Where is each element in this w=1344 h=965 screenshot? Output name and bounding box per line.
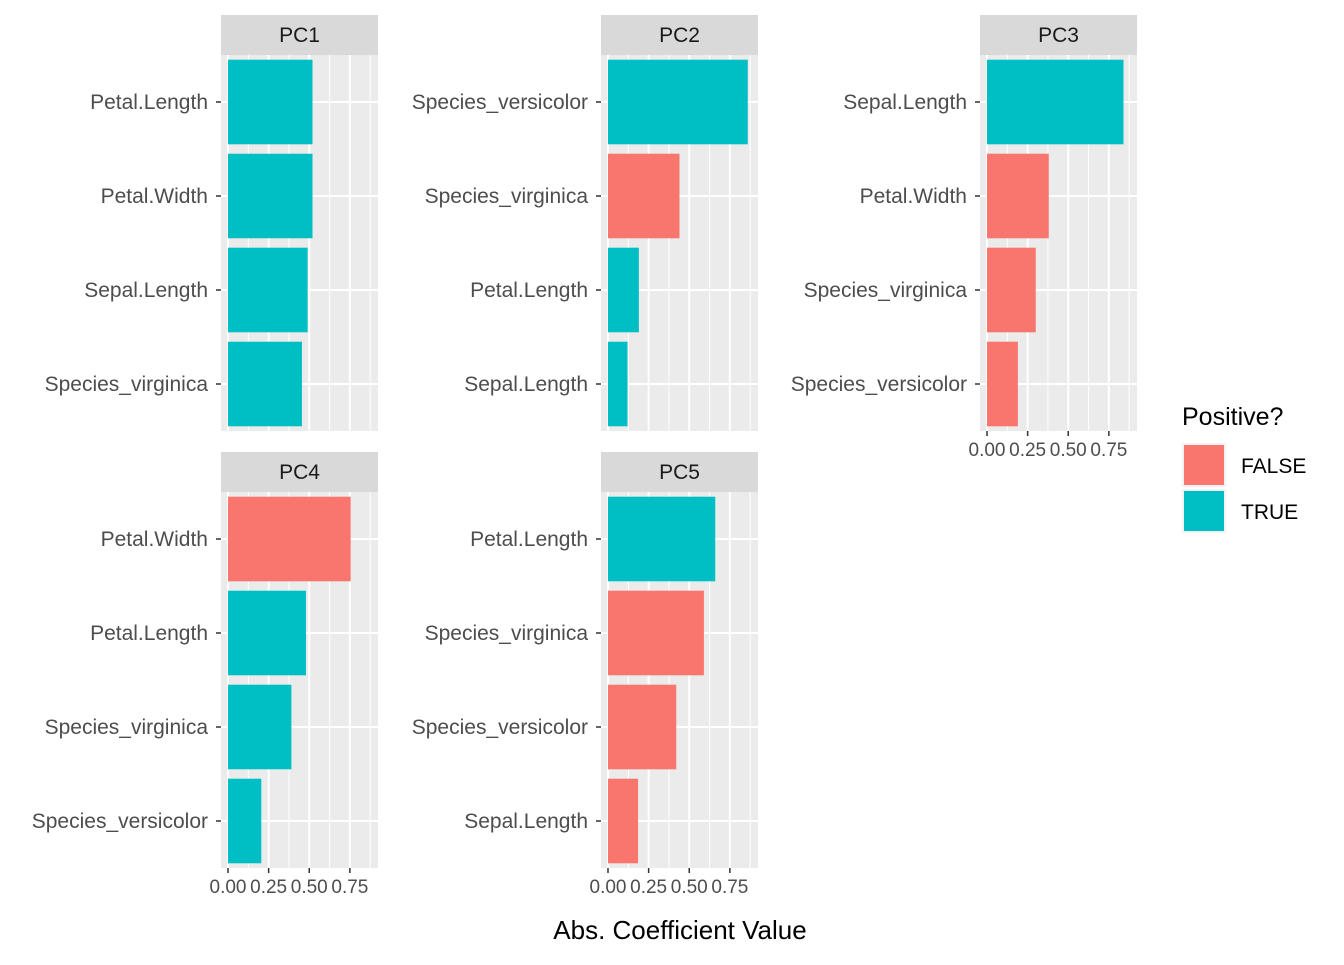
category-label: Species_virginica (804, 279, 968, 302)
x-axis-title: Abs. Coefficient Value (553, 915, 806, 945)
category-label: Species_versicolor (412, 716, 588, 739)
bar (608, 496, 716, 582)
x-tick-label: 0.25 (250, 877, 287, 898)
bar (228, 59, 313, 145)
x-tick-label: 0.50 (291, 877, 328, 898)
legend-label: TRUE (1241, 501, 1298, 524)
legend-key (1184, 491, 1224, 531)
legend-key (1184, 445, 1224, 485)
bar (608, 590, 704, 676)
category-label: Species_virginica (45, 716, 209, 739)
bar (987, 247, 1036, 333)
bar (228, 684, 292, 770)
panel-title: PC4 (279, 461, 320, 484)
panel-pc3: PC3 Sepal.Length Petal.Width Species_virgin… (791, 15, 1137, 461)
category-label: Species_versicolor (32, 810, 208, 833)
panel-strip (221, 15, 378, 55)
bar (228, 153, 313, 239)
category-label: Petal.Length (90, 91, 208, 114)
bar (608, 341, 628, 427)
bar (228, 247, 308, 333)
x-tick-label: 0.00 (590, 877, 627, 898)
x-tick-label: 0.25 (1009, 440, 1046, 461)
x-tick-label: 0.50 (671, 877, 708, 898)
category-label: Petal.Length (470, 279, 588, 302)
panels-layer: PC1 Petal.Length Petal.Width Sepal.Length Sp… (32, 15, 1137, 898)
x-tick-label: 0.75 (331, 877, 368, 898)
category-label: Sepal.Length (464, 810, 588, 833)
category-label: Sepal.Length (84, 279, 208, 302)
bar (987, 153, 1049, 239)
panel-pc2: PC2 Species_versicolor Species_virginica Pe… (412, 15, 758, 431)
bar (608, 153, 680, 239)
bar (228, 496, 351, 582)
category-label: Petal.Width (860, 185, 967, 208)
x-tick-label: 0.75 (1090, 440, 1127, 461)
panel-title: PC5 (659, 461, 700, 484)
x-tick-label: 0.00 (210, 877, 247, 898)
panel-title: PC2 (659, 24, 700, 47)
bar (608, 778, 639, 864)
bar (608, 59, 748, 145)
category-label: Species_virginica (45, 373, 209, 396)
panel-strip (601, 15, 758, 55)
category-label: Petal.Width (101, 528, 208, 551)
legend-label: FALSE (1241, 455, 1306, 478)
panel-pc1: PC1 Petal.Length Petal.Width Sepal.Length Sp… (45, 15, 378, 431)
category-label: Petal.Length (90, 622, 208, 645)
bar (228, 778, 262, 864)
category-label: Species_versicolor (412, 91, 588, 114)
x-tick-label: 0.00 (969, 440, 1006, 461)
bar (987, 341, 1018, 427)
bar (608, 684, 677, 770)
panel-title: PC3 (1038, 24, 1079, 47)
legend-title: Positive? (1182, 403, 1283, 431)
category-label: Petal.Length (470, 528, 588, 551)
x-tick-label: 0.75 (711, 877, 748, 898)
category-label: Petal.Width (101, 185, 208, 208)
panel-title: PC1 (279, 24, 320, 47)
bar (608, 247, 639, 333)
category-label: Species_virginica (425, 622, 589, 645)
category-label: Species_versicolor (791, 373, 967, 396)
category-label: Species_virginica (425, 185, 589, 208)
panel-strip (221, 452, 378, 492)
panel-pc5: PC5 Petal.Length Species_virginica Species_… (412, 452, 758, 898)
legend: Positive? FALSE TRUE (1182, 403, 1306, 533)
bar (228, 590, 306, 676)
panel-strip (601, 452, 758, 492)
category-label: Sepal.Length (843, 91, 967, 114)
panel-pc4: PC4 Petal.Width Petal.Length Species_virgin… (32, 452, 378, 898)
panel-strip (980, 15, 1137, 55)
category-label: Sepal.Length (464, 373, 588, 396)
x-tick-label: 0.25 (630, 877, 667, 898)
bar (987, 59, 1124, 145)
bar (228, 341, 302, 427)
x-tick-label: 0.50 (1050, 440, 1087, 461)
